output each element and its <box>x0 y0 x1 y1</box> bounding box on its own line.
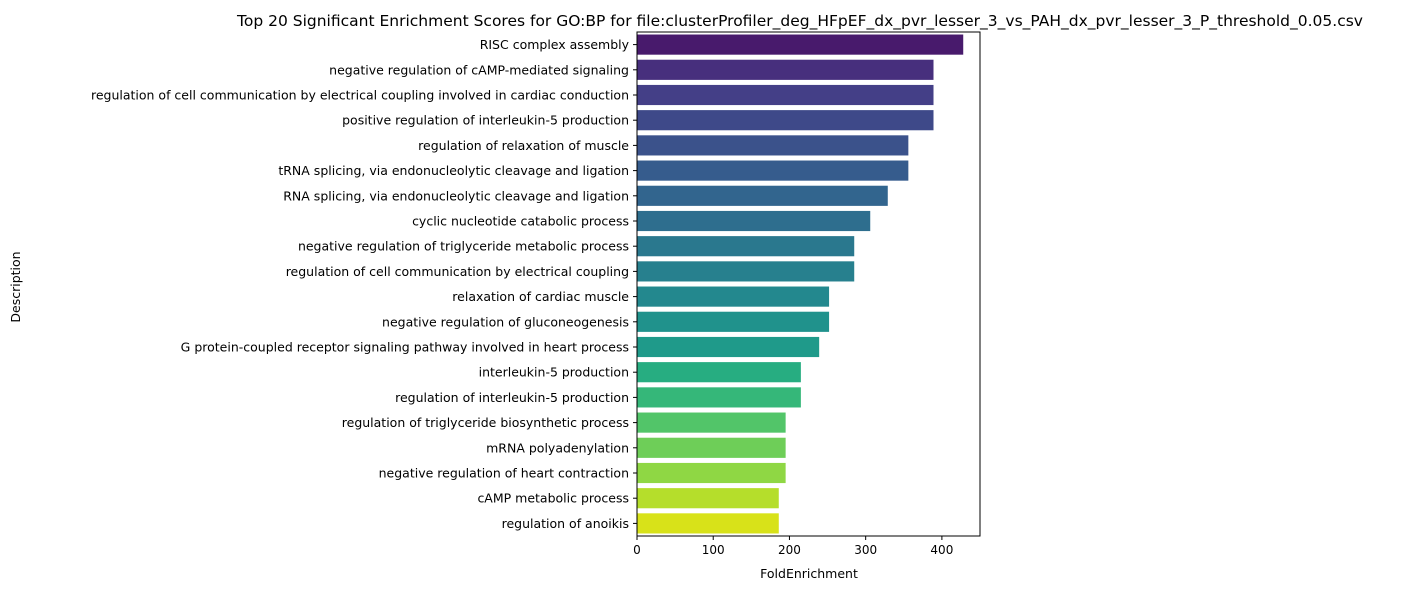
bar <box>637 59 934 80</box>
bar <box>637 387 801 408</box>
category-label: negative regulation of cAMP-mediated sig… <box>329 62 629 77</box>
category-label: regulation of triglyceride biosynthetic … <box>342 415 629 430</box>
y-axis-label: Description <box>8 251 23 322</box>
bar <box>637 336 820 358</box>
bar <box>637 488 779 509</box>
bar <box>637 84 934 106</box>
bar <box>637 236 855 257</box>
category-label: regulation of interleukin-5 production <box>395 390 629 405</box>
category-label: cAMP metabolic process <box>477 491 629 506</box>
x-axis-label: FoldEnrichment <box>760 566 858 581</box>
bars-group <box>637 34 964 534</box>
category-label: cyclic nucleotide catabolic process <box>412 214 629 229</box>
category-labels: RISC complex assembly negative regulation… <box>91 37 637 531</box>
bar <box>637 160 909 181</box>
bar <box>637 261 855 282</box>
x-tick-label: 400 <box>930 543 953 557</box>
plot-frame <box>636 31 981 537</box>
bar <box>637 34 964 55</box>
category-label: positive regulation of interleukin-5 pro… <box>342 113 629 128</box>
category-label: G protein-coupled receptor signaling pat… <box>181 340 629 355</box>
bar <box>637 286 830 307</box>
category-label: regulation of anoikis <box>502 516 629 531</box>
category-label: regulation of cell communication by elec… <box>286 264 629 279</box>
x-axis-ticks: 0 100 200 300 400 <box>633 536 953 557</box>
x-tick-label: 0 <box>633 543 641 557</box>
category-label: RISC complex assembly <box>480 37 630 52</box>
category-label: negative regulation of triglyceride meta… <box>298 239 629 254</box>
x-tick-label: 300 <box>854 543 877 557</box>
category-label: tRNA splicing, via endonucleolytic cleav… <box>278 163 629 178</box>
bar <box>637 185 888 206</box>
bar <box>637 362 801 383</box>
bar <box>637 210 871 232</box>
category-label: regulation of relaxation of muscle <box>418 138 629 153</box>
bar <box>637 462 786 484</box>
category-label: interleukin-5 production <box>479 365 629 380</box>
x-tick-label: 200 <box>778 543 801 557</box>
category-label: mRNA polyadenylation <box>486 440 629 455</box>
bar <box>637 135 909 156</box>
category-label: negative regulation of gluconeogenesis <box>382 314 629 329</box>
category-label: relaxation of cardiac muscle <box>452 289 629 304</box>
category-label: negative regulation of heart contraction <box>379 466 629 481</box>
category-label: regulation of cell communication by elec… <box>91 88 629 103</box>
bar <box>637 437 786 458</box>
bar <box>637 513 779 534</box>
category-label: RNA splicing, via endonucleolytic cleava… <box>283 188 629 203</box>
x-tick-label: 100 <box>702 543 725 557</box>
bar <box>637 110 934 131</box>
chart-title: Top 20 Significant Enrichment Scores for… <box>236 12 1363 31</box>
bar <box>637 412 786 433</box>
bar <box>637 311 830 332</box>
